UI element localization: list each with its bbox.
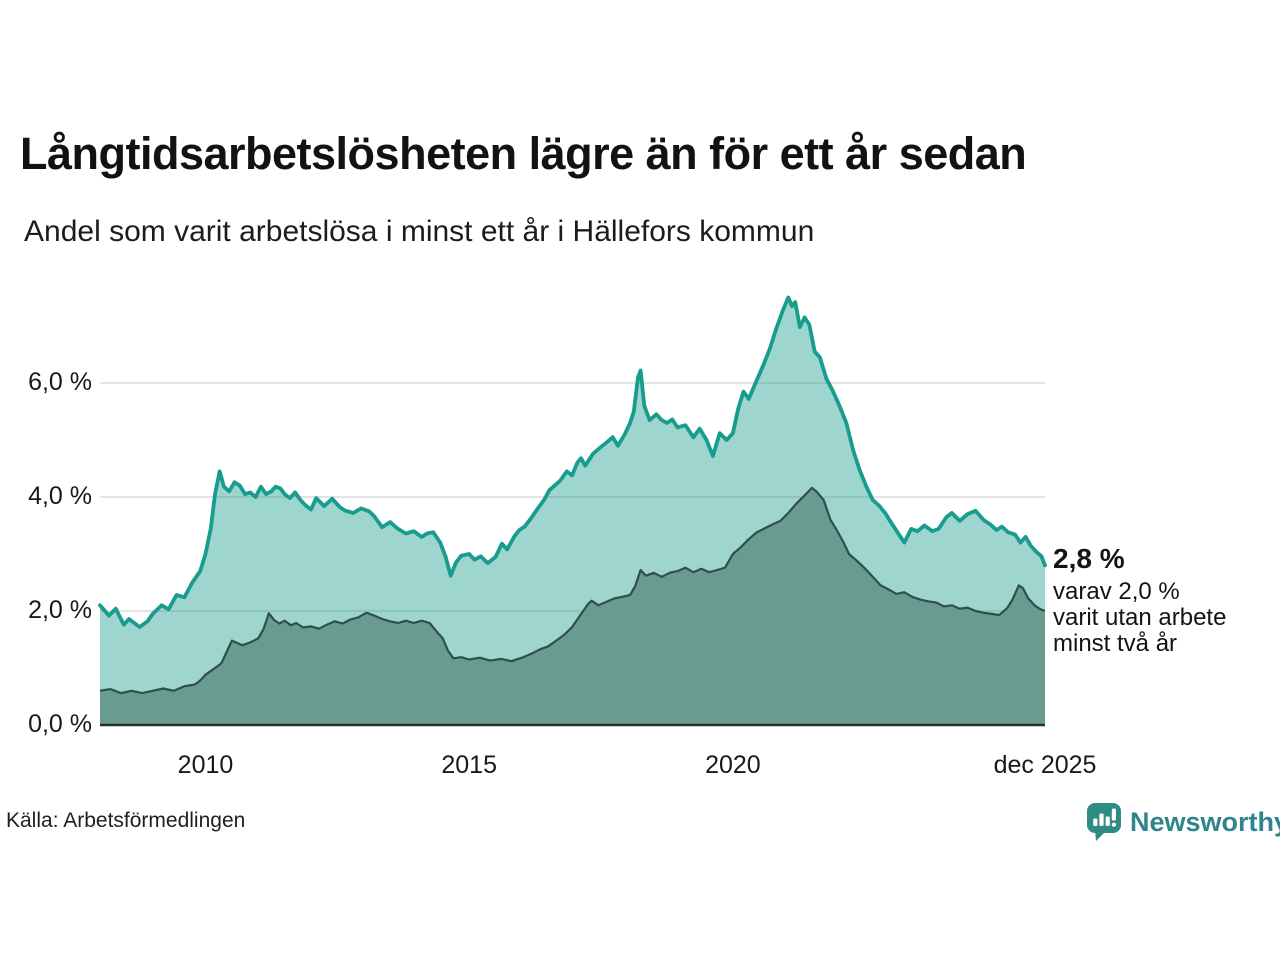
y-tick-label: 0,0 % (28, 709, 92, 738)
end-value-annotation: 2,8 % varav 2,0 % varit utan arbete mins… (1053, 543, 1226, 657)
end-value-total: 2,8 % (1053, 543, 1125, 574)
y-tick-label: 4,0 % (28, 481, 92, 510)
annotation-line-2: varit utan arbete (1053, 604, 1227, 631)
area-2yr (100, 487, 1045, 725)
chart-subtitle: Andel som varit arbetslösa i minst ett å… (24, 215, 815, 248)
y-tick-label: 2,0 % (28, 595, 92, 624)
newsworthy-bubble-chart-icon (1086, 802, 1122, 842)
y-tick-label: 6,0 % (28, 367, 92, 396)
newsworthy-logo: Newsworthy (1086, 802, 1280, 842)
page-title: Långtidsarbetslösheten lägre än för ett … (20, 128, 1027, 179)
source-credit: Källa: Arbetsförmedlingen (6, 809, 246, 832)
y-axis-labels: 0,0 % 2,0 % 4,0 % 6,0 % (0, 0, 92, 960)
annotation-line-1: varav 2,0 % (1053, 578, 1180, 605)
annotation-line-3: minst två år (1053, 630, 1178, 657)
newsworthy-wordmark: Newsworthy (1130, 806, 1280, 837)
line-total-1yr (98, 295, 1047, 629)
line-2yr (99, 486, 1046, 695)
